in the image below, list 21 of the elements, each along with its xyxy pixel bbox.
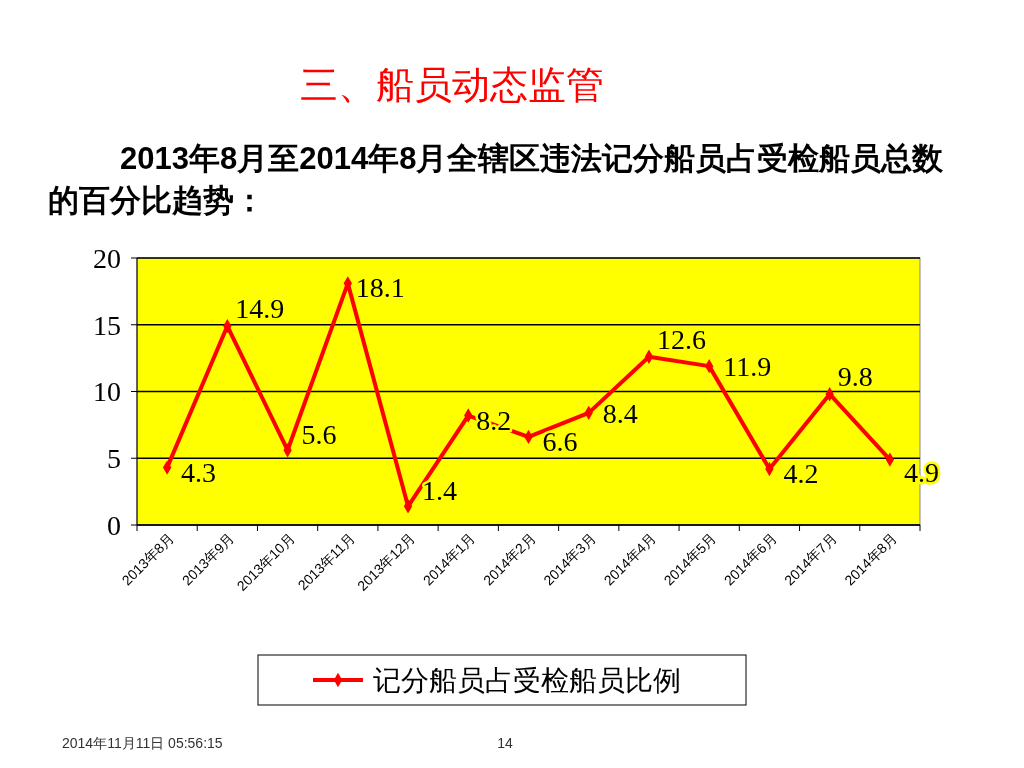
data-label: 1.4 bbox=[422, 475, 458, 507]
y-tick-label: 5 bbox=[107, 443, 121, 475]
data-label: 9.8 bbox=[837, 361, 873, 393]
y-tick-label: 15 bbox=[93, 309, 121, 341]
data-label: 6.6 bbox=[542, 425, 578, 457]
data-label: 12.6 bbox=[656, 323, 706, 355]
data-label: 4.3 bbox=[181, 456, 217, 488]
data-label: 5.6 bbox=[301, 419, 337, 451]
chart-title: 三、船员动态监管 bbox=[300, 63, 604, 108]
chart-subtitle: 2013年8月至2014年8月全辖区违法记分船员占受检船员总数的百分比趋势： bbox=[48, 140, 945, 220]
data-label: 8.4 bbox=[602, 397, 638, 429]
data-label: 14.9 bbox=[235, 293, 285, 325]
data-label: 18.1 bbox=[355, 272, 405, 304]
data-label: 4.2 bbox=[783, 457, 819, 489]
legend-label: 记分船员占受检船员比例 bbox=[373, 664, 681, 696]
y-tick-label: 20 bbox=[93, 242, 121, 274]
data-label: 11.9 bbox=[723, 351, 772, 383]
text: 2014年11月11日 05:56:15 bbox=[62, 735, 223, 751]
y-tick-label: 0 bbox=[107, 509, 121, 541]
text: 14 bbox=[497, 735, 513, 751]
y-tick-label: 10 bbox=[93, 376, 121, 408]
